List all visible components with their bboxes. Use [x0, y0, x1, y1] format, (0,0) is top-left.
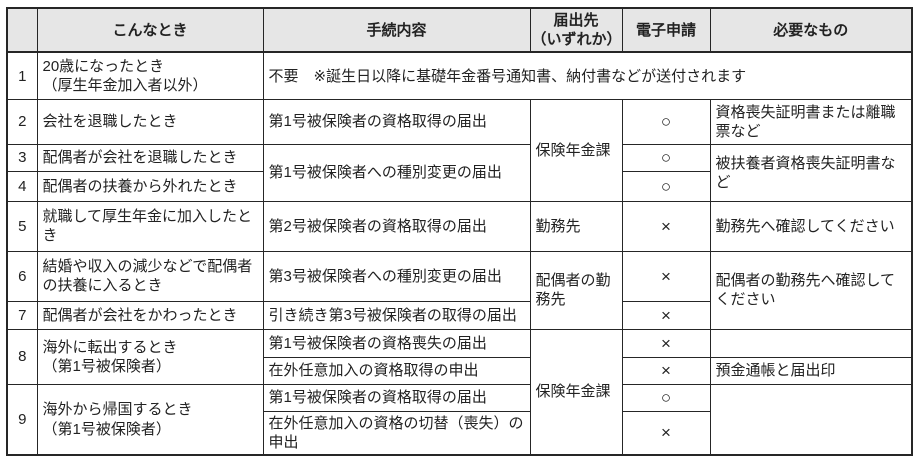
required-cell: 資格喪失証明書または離職票など	[709, 98, 913, 145]
header-e-apply: 電子申請	[621, 7, 711, 54]
pension-procedures-table: こんなとき 手続内容 届出先 （いずれか） 電子申請 必要なもの 1 20歳にな…	[6, 7, 913, 456]
header-when: こんなとき	[36, 7, 264, 54]
procedure-cell: 第1号被保険者への種別変更の届出	[262, 143, 531, 202]
header-submit-to: 届出先 （いずれか）	[529, 7, 623, 54]
table-row: 6 結婚や収入の減少などで配偶者の扶養に入るとき 第3号被保険者への種別変更の届…	[6, 250, 913, 330]
table-row: 7 配偶者が会社をかわったとき 引き続き第3号被保険者の取得の届出 ×	[6, 300, 912, 330]
e-apply-mark: ○	[621, 170, 711, 202]
row-number: 6	[6, 250, 38, 302]
required-cell	[709, 383, 913, 456]
when-cell: 海外に転出するとき （第1号被保険者）	[36, 328, 264, 385]
submit-to-cell: 勤務先	[529, 200, 623, 252]
table-row: 8 海外に転出するとき （第1号被保険者） 第1号被保険者の資格喪失の届出 保険…	[6, 328, 913, 456]
procedure-cell: 第3号被保険者への種別変更の届出	[262, 250, 531, 302]
procedure-cell: 第2号被保険者の資格取得の届出	[262, 200, 531, 252]
e-apply-mark: ○	[621, 383, 711, 412]
submit-to-cell: 配偶者の勤務先	[529, 250, 623, 330]
required-cell: 勤務先へ確認してください	[709, 200, 913, 252]
procedure-cell: 第1号被保険者の資格取得の届出	[262, 383, 531, 412]
header-row: こんなとき 手続内容 届出先 （いずれか） 電子申請 必要なもの	[6, 7, 913, 54]
table-row: 3 配偶者が会社を退職したとき 第1号被保険者への種別変更の届出 ○ 被扶養者資…	[6, 143, 913, 202]
row-number: 1	[6, 51, 38, 100]
e-apply-mark: ×	[621, 300, 711, 330]
when-cell: 配偶者が会社をかわったとき	[36, 300, 264, 330]
when-cell: 20歳になったとき （厚生年金加入者以外）	[36, 51, 264, 100]
row-number: 3	[6, 143, 38, 172]
row-number: 8	[6, 328, 38, 385]
table-row: 1 20歳になったとき （厚生年金加入者以外） 不要 ※誕生日以降に基礎年金番号…	[6, 51, 913, 100]
when-cell: 配偶者が会社を退職したとき	[36, 143, 264, 172]
e-apply-mark: ○	[621, 98, 711, 145]
required-cell: 被扶養者資格喪失証明書など	[709, 143, 913, 202]
row-number: 9	[6, 383, 38, 456]
procedure-cell: 第1号被保険者の資格喪失の届出	[262, 328, 531, 358]
when-cell: 会社を退職したとき	[36, 98, 264, 145]
required-cell	[709, 328, 913, 358]
table-row: 9 海外から帰国するとき （第1号被保険者） 第1号被保険者の資格取得の届出 ○	[6, 383, 913, 456]
when-cell: 結婚や収入の減少などで配偶者の扶養に入るとき	[36, 250, 264, 302]
required-cell: 配偶者の勤務先へ確認してください	[709, 250, 913, 330]
row-number: 7	[6, 300, 38, 330]
when-cell: 就職して厚生年金に加入したとき	[36, 200, 264, 252]
table-row: 在外任意加入の資格の切替（喪失）の申出 ×	[7, 410, 912, 456]
submit-to-cell: 保険年金課	[529, 328, 623, 456]
procedure-cell: 引き続き第3号被保険者の取得の届出	[262, 300, 531, 330]
header-procedure: 手続内容	[262, 7, 531, 54]
table-row: 在外任意加入の資格取得の申出 × 預金通帳と届出印	[7, 356, 913, 385]
header-no	[6, 7, 38, 54]
row-number: 4	[6, 170, 38, 202]
table-row: 2 会社を退職したとき 第1号被保険者の資格取得の届出 保険年金課 ○ 資格喪失…	[6, 98, 913, 202]
procedure-cell: 在外任意加入の資格の切替（喪失）の申出	[262, 410, 531, 456]
header-required: 必要なもの	[709, 7, 913, 54]
e-apply-mark: ○	[621, 143, 711, 172]
e-apply-mark: ×	[621, 250, 711, 302]
row-number: 2	[6, 98, 38, 145]
note-cell: 不要 ※誕生日以降に基礎年金番号通知書、納付書などが送付されます	[262, 51, 913, 100]
row-number: 5	[6, 200, 38, 252]
when-cell: 海外から帰国するとき （第1号被保険者）	[36, 383, 264, 456]
required-cell: 預金通帳と届出印	[709, 356, 913, 385]
submit-to-cell: 保険年金課	[529, 98, 623, 202]
e-apply-mark: ×	[621, 356, 711, 385]
e-apply-mark: ×	[621, 410, 711, 456]
table-row: 5 就職して厚生年金に加入したとき 第2号被保険者の資格取得の届出 勤務先 × …	[6, 200, 913, 252]
when-cell: 配偶者の扶養から外れたとき	[36, 170, 264, 202]
e-apply-mark: ×	[621, 328, 711, 358]
table-row: 4 配偶者の扶養から外れたとき ○	[6, 170, 912, 202]
procedure-cell: 第1号被保険者の資格取得の届出	[262, 98, 531, 145]
procedure-cell: 在外任意加入の資格取得の申出	[262, 356, 531, 385]
e-apply-mark: ×	[621, 200, 711, 252]
